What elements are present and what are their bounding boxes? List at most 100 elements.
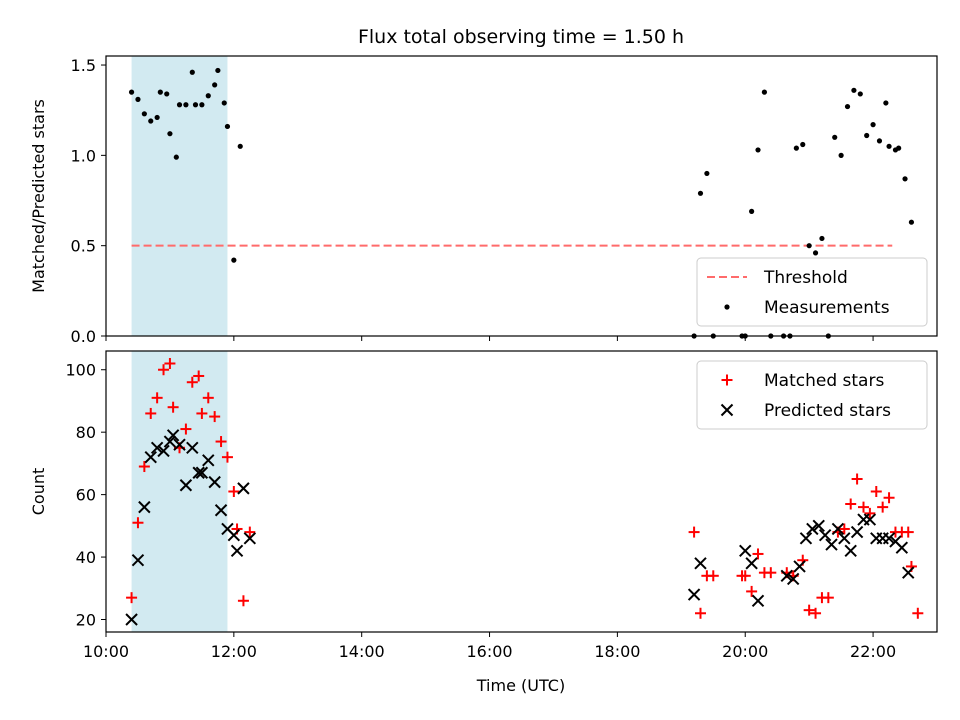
series-0-point-30 [765, 567, 777, 579]
series-0-point-12 [196, 407, 208, 419]
series-0-point-44 [870, 486, 882, 497]
series-0-point-37 [822, 592, 834, 604]
series-0-point-15 [212, 82, 218, 88]
x-tick-label-1: 12:00 [211, 642, 257, 661]
x-axis-label: Time (UTC) [476, 676, 565, 695]
series-0-point-51 [912, 607, 924, 619]
ratio-panel-y-label: Matched/Predicted stars [29, 99, 48, 293]
series-1-point-17 [227, 529, 241, 542]
series-0-point-2 [138, 461, 150, 473]
series-1-point-26 [780, 569, 793, 583]
series-0-point-28 [752, 548, 764, 560]
series-0-point-3 [148, 118, 154, 124]
series-1-point-14 [208, 475, 221, 489]
series-0-point-1 [135, 96, 141, 102]
x-tick-label-6: 22:00 [850, 642, 896, 661]
series-1-point-11 [192, 466, 205, 479]
series-0-point-42 [857, 501, 869, 513]
series-1-point-0 [125, 613, 138, 626]
series-0-point-52 [908, 219, 915, 225]
series-0-point-23 [704, 170, 710, 177]
series-1-point-37 [850, 525, 864, 539]
series-1-point-6 [163, 435, 177, 448]
series-0-point-21 [688, 526, 700, 538]
series-0-point-20 [237, 143, 243, 149]
series-0-point-6 [164, 91, 170, 97]
series-1-point-22 [694, 557, 707, 570]
series-1-point-42 [882, 532, 896, 545]
x-tick-label-4: 18:00 [594, 642, 640, 661]
series-1-point-31 [812, 519, 825, 533]
y-tick-label-3: 1.5 [71, 56, 96, 75]
series-0-point-47 [883, 100, 889, 106]
series-0-point-44 [864, 132, 870, 139]
series-0-point-46 [876, 138, 883, 144]
series-1-point-29 [799, 532, 813, 545]
series-1-point-36 [844, 544, 857, 558]
series-0-point-10 [183, 102, 189, 108]
series-1-point-1 [131, 553, 145, 567]
series-0-point-28 [755, 147, 761, 153]
legend-box [696, 360, 928, 430]
series-0-point-36 [812, 250, 819, 256]
series-0-point-51 [902, 176, 908, 182]
series-0-point-11 [189, 69, 195, 75]
y-tick-label-1: 40 [76, 548, 96, 567]
series-0-point-45 [877, 501, 889, 513]
series-0-point-27 [749, 208, 755, 214]
series-0-point-14 [205, 93, 211, 99]
ratio-panel-legend: Threshold Measurements [696, 257, 928, 327]
count-panel-y-label: Count [29, 468, 48, 516]
legend-label-0: Threshold [763, 268, 848, 288]
series-0-point-7 [167, 401, 179, 413]
ratio-panel-y-ticks: 0.0 0.5 1.0 1.5 [71, 56, 106, 346]
series-0-point-49 [902, 526, 914, 538]
chart-title: Flux total observing time = 1.50 h [358, 26, 684, 48]
legend-label-0: Matched stars [764, 371, 884, 391]
series-0-point-35 [810, 607, 822, 619]
series-0-point-9 [176, 102, 183, 108]
series-0-point-7 [167, 131, 173, 137]
series-1-point-24 [745, 557, 758, 570]
y-tick-label-2: 1.0 [71, 146, 96, 165]
x-tick-label-0: 10:00 [83, 642, 129, 661]
series-1-point-33 [825, 538, 838, 551]
y-tick-label-1: 0.5 [71, 237, 96, 256]
series-1-point-27 [786, 572, 800, 586]
series-0-point-43 [857, 91, 863, 97]
series-0-point-11 [193, 370, 205, 382]
series-1-point-19 [237, 482, 250, 495]
measurement-points [128, 67, 915, 339]
series-0-point-50 [896, 145, 902, 151]
series-0-point-10 [186, 376, 198, 388]
series-0-point-19 [231, 257, 237, 263]
series-0-point-41 [851, 473, 863, 485]
series-0-point-43 [864, 507, 876, 519]
series-1-point-8 [173, 438, 186, 451]
series-1-point-4 [150, 441, 164, 454]
series-1-point-32 [818, 529, 832, 542]
series-0-point-34 [800, 141, 806, 148]
series-0-point-26 [739, 570, 751, 582]
series-0-point-24 [707, 570, 719, 582]
series-1-point-9 [179, 479, 193, 492]
legend-swatch-1 [720, 403, 734, 417]
ratio-panel: 0.0 0.5 1.0 1.5 Matched/Predicted stars Thr… [29, 55, 938, 346]
series-1-point-7 [166, 429, 180, 442]
series-0-point-27 [746, 585, 758, 597]
series-0-point-35 [806, 243, 812, 249]
series-1-point-34 [831, 522, 845, 536]
series-1-point-2 [138, 500, 151, 514]
count-panel-frame [105, 350, 938, 633]
y-tick-label-2: 60 [76, 486, 96, 505]
count-panel-legend: Matched stars Predicted stars [696, 360, 928, 430]
series-1-point-13 [202, 454, 215, 467]
series-0-point-33 [793, 145, 799, 151]
series-0-point-29 [761, 89, 768, 95]
series-0-point-3 [145, 407, 157, 419]
y-tick-label-4: 100 [65, 361, 96, 380]
series-1-point-12 [195, 466, 209, 479]
ratio-panel-x-ticks [105, 336, 874, 341]
series-1-point-15 [214, 504, 228, 517]
